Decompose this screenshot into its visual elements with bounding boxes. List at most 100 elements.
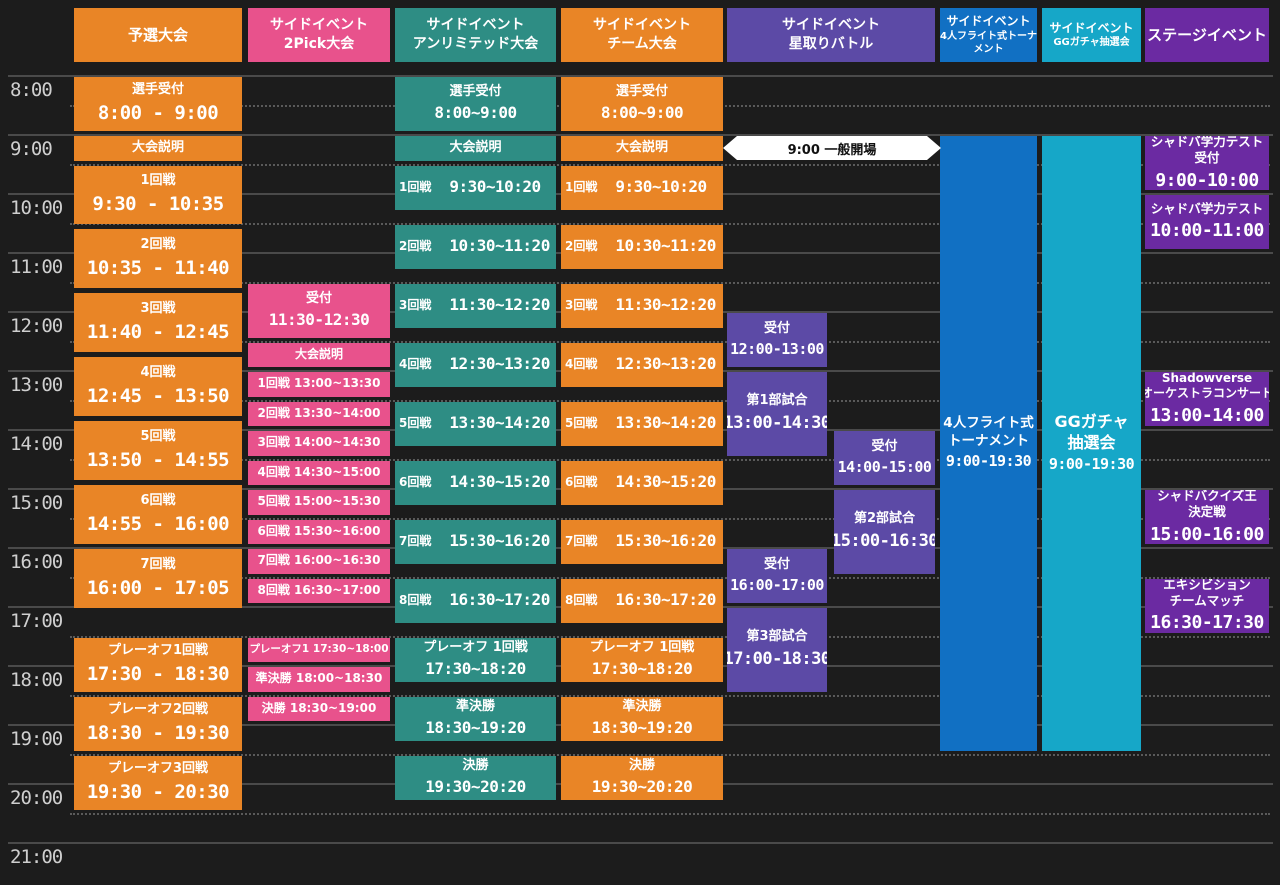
event-title: 選手受付 (131, 82, 184, 98)
event-time: 13:50 - 14:55 (86, 448, 230, 471)
general-open-banner: 9:00 一般開場 (723, 136, 941, 160)
event-title: 5回戦 15:00~15:30 (257, 494, 381, 509)
hour-line (8, 75, 1273, 77)
time-label: 17:00 (10, 610, 63, 632)
column-header-line: サイドイベント (782, 17, 880, 34)
event-title: 4回戦 14:30~15:00 (257, 464, 381, 479)
event-title: 8回戦 16:30~17:00 (257, 582, 381, 597)
event-title: 3回戦 (140, 300, 176, 316)
column-header-line: ステージイベント (1147, 25, 1267, 44)
event-time: 11:40 - 12:45 (86, 320, 230, 343)
event-time: 18:30 - 19:30 (86, 721, 230, 744)
half-hour-line (70, 281, 1270, 284)
event-block-qualifier: 選手受付 8:00 - 9:00 (74, 77, 242, 131)
column-header-line: チーム大会 (607, 36, 677, 52)
half-hour-line (70, 163, 1270, 166)
event-block-qualifier: 5回戦 13:50 - 14:55 (74, 421, 242, 481)
event-title: 7回戦 (565, 533, 598, 548)
event-time: 12:00-13:00 (730, 339, 824, 358)
event-block-twopick: 6回戦 15:30~16:00 (248, 519, 390, 544)
event-time: 13:30~14:20 (449, 413, 550, 433)
event-block-unlimited: 大会説明 (395, 136, 556, 161)
event-time: 13:00-14:00 (1150, 404, 1264, 426)
time-label: 9:00 (10, 138, 53, 160)
event-time: 17:30 - 18:30 (86, 662, 230, 685)
event-block-twopick: 2回戦 13:30~14:00 (248, 401, 390, 426)
event-time: 17:30~18:20 (591, 658, 693, 678)
event-title: 大会説明 (449, 139, 502, 155)
event-time: 16:30~17:20 (449, 590, 550, 610)
half-hour-line (70, 340, 1270, 343)
event-title: 大会説明 (131, 139, 184, 155)
event-title: 8回戦 (399, 592, 432, 607)
event-block-unlimited: 6回戦 14:30~15:20 (395, 460, 556, 505)
event-time: 10:30~11:20 (449, 236, 550, 256)
event-time: 8:00~9:00 (434, 103, 517, 123)
event-block-qualifier: 大会説明 (74, 136, 242, 161)
event-title: 準決勝 (622, 698, 662, 714)
event-block-qualifier: 1回戦 9:30 - 10:35 (74, 165, 242, 225)
event-title: 4人フライト式 トーナメント (943, 414, 1034, 449)
column-header-flight: サイドイベント 4人フライト式トーナメント (940, 8, 1037, 62)
event-block-stage: シャドバ学力テスト 受付 9:00-10:00 (1145, 136, 1269, 190)
event-title: 第1部試合 (746, 393, 808, 409)
event-title: プレーオフ1 17:30~18:00 (249, 642, 389, 655)
column-header-hoshitori: サイドイベント 星取りバトル (727, 8, 935, 62)
event-title: 第3部試合 (746, 629, 808, 645)
time-label: 15:00 (10, 492, 63, 514)
event-block-unlimited: 8回戦 16:30~17:20 (395, 578, 556, 623)
event-time: 9:30 - 10:35 (92, 193, 224, 216)
event-block-team: 6回戦 14:30~15:20 (561, 460, 723, 505)
event-title: プレーオフ 1回戦 (589, 639, 695, 655)
half-hour-line (70, 399, 1270, 402)
event-title: 1回戦 (140, 173, 176, 189)
column-header-line: サイドイベント (270, 17, 368, 34)
event-title: 大会説明 (294, 346, 343, 361)
event-title: 1回戦 (399, 179, 432, 194)
event-time: 18:30~19:20 (591, 717, 693, 737)
event-block-twopick: 3回戦 14:00~14:30 (248, 431, 390, 456)
event-title: 決勝 18:30~19:00 (261, 700, 377, 715)
event-block-hoshitori: 第1部試合 13:00-14:30 (727, 372, 827, 456)
half-hour-line (70, 694, 1270, 697)
event-block-twopick: プレーオフ1 17:30~18:00 (248, 637, 390, 662)
event-time: 17:30~18:20 (425, 658, 526, 678)
event-title: 3回戦 14:00~14:30 (257, 435, 381, 450)
event-time: 15:30~16:20 (615, 531, 716, 551)
event-block-team: 4回戦 12:30~13:20 (561, 342, 723, 387)
event-block-team: 5回戦 13:30~14:20 (561, 401, 723, 446)
event-block-team: 2回戦 10:30~11:20 (561, 224, 723, 269)
half-hour-line (70, 222, 1270, 225)
event-block-team: 選手受付 8:00~9:00 (561, 77, 723, 131)
half-hour-line (70, 576, 1270, 579)
event-time: 9:00-10:00 (1155, 169, 1259, 190)
event-time: 9:30~10:20 (449, 177, 541, 197)
event-time: 16:30-17:30 (1150, 612, 1264, 633)
hour-line (8, 134, 1273, 136)
event-block-unlimited: 決勝 19:30~20:20 (395, 755, 556, 800)
time-label: 10:00 (10, 197, 63, 219)
event-block-unlimited: 5回戦 13:30~14:20 (395, 401, 556, 446)
event-title: プレーオフ3回戦 (107, 760, 209, 776)
event-title: 2回戦 (140, 237, 176, 253)
event-block-qualifier: 7回戦 16:00 - 17:05 (74, 549, 242, 608)
event-block-unlimited: 7回戦 15:30~16:20 (395, 519, 556, 564)
event-block-team: 大会説明 (561, 136, 723, 161)
event-time: 19:30~20:20 (591, 776, 693, 796)
column-header-unlimited: サイドイベント アンリミテッド大会 (395, 8, 556, 62)
event-title: 準決勝 18:00~18:30 (255, 671, 383, 686)
time-label: 11:00 (10, 256, 63, 278)
event-block-qualifier: 6回戦 14:55 - 16:00 (74, 485, 242, 544)
event-time: 15:00-16:00 (1150, 523, 1264, 544)
event-title: 決勝 (628, 757, 655, 773)
event-block-team: 3回戦 11:30~12:20 (561, 283, 723, 328)
column-header-line: 4人フライト式トーナメント (940, 30, 1037, 56)
event-block-unlimited: 1回戦 9:30~10:20 (395, 165, 556, 210)
column-header-stage: ステージイベント (1145, 8, 1269, 62)
event-title: 2回戦 13:30~14:00 (257, 405, 381, 420)
event-block-unlimited: 3回戦 11:30~12:20 (395, 283, 556, 328)
event-title: 4回戦 (565, 356, 598, 371)
event-title: 受付 (871, 438, 898, 454)
event-time: 10:00-11:00 (1150, 220, 1264, 242)
half-hour-line (70, 753, 1270, 756)
